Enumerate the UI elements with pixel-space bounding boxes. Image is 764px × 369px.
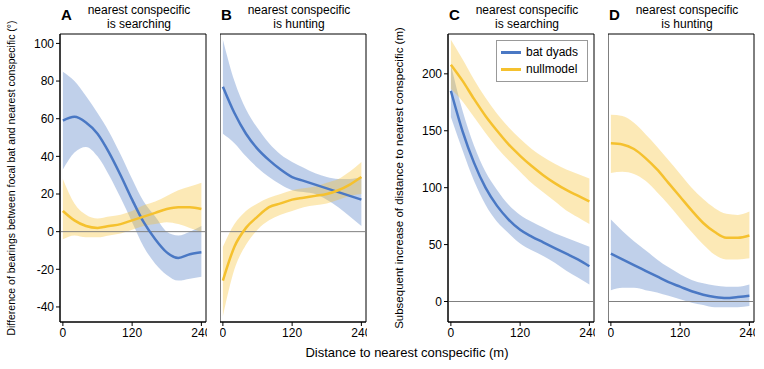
svg-text:20: 20 [41, 187, 55, 201]
svg-text:150: 150 [422, 124, 442, 138]
svg-text:120: 120 [510, 326, 530, 340]
svg-text:100: 100 [34, 37, 54, 51]
svg-text:-20: -20 [37, 263, 55, 277]
svg-text:120: 120 [282, 326, 302, 340]
html-text:nearest conspecific is hunting: nearest conspecific is hunting [247, 3, 351, 31]
html-text:nearest conspecific is searchi: nearest conspecific is searching [87, 3, 191, 31]
svg-text:0: 0 [220, 326, 227, 340]
html-text:bat dyads: bat dyads [526, 45, 578, 59]
svg-text:200: 200 [422, 67, 442, 81]
svg-text:50: 50 [429, 238, 443, 252]
svg-text:240: 240 [191, 326, 207, 340]
svg-text:0: 0 [435, 295, 442, 309]
svg-text:100: 100 [422, 181, 442, 195]
svg-text:0: 0 [448, 326, 455, 340]
html-text:A: A [61, 6, 72, 23]
html-text:C: C [449, 6, 460, 23]
svg-text:0: 0 [608, 326, 615, 340]
html-text:nearest conspecific is hunting: nearest conspecific is hunting [635, 3, 739, 31]
html-text:B: B [221, 6, 232, 23]
svg-text:60: 60 [41, 112, 55, 126]
html-text:D: D [609, 6, 620, 23]
html-text:nullmodel: nullmodel [526, 62, 578, 76]
svg-text:Distance to nearest conspecifi: Distance to nearest conspecific (m) [305, 345, 508, 360]
svg-text:240: 240 [351, 326, 367, 340]
svg-text:240: 240 [739, 326, 755, 340]
svg-text:-40: -40 [37, 300, 55, 314]
svg-text:0: 0 [60, 326, 67, 340]
svg-text:0: 0 [47, 225, 54, 239]
svg-text:80: 80 [41, 74, 55, 88]
svg-text:40: 40 [41, 150, 55, 164]
svg-text:Difference of bearings between: Difference of bearings between focal bat… [5, 20, 17, 335]
html-text:nearest conspecific is searchi: nearest conspecific is searching [475, 3, 579, 31]
svg-text:120: 120 [122, 326, 142, 340]
svg-text:120: 120 [670, 326, 690, 340]
svg-text:Subsequent increase of distanc: Subsequent increase of distance to neare… [393, 27, 405, 329]
svg-text:240: 240 [579, 326, 595, 340]
